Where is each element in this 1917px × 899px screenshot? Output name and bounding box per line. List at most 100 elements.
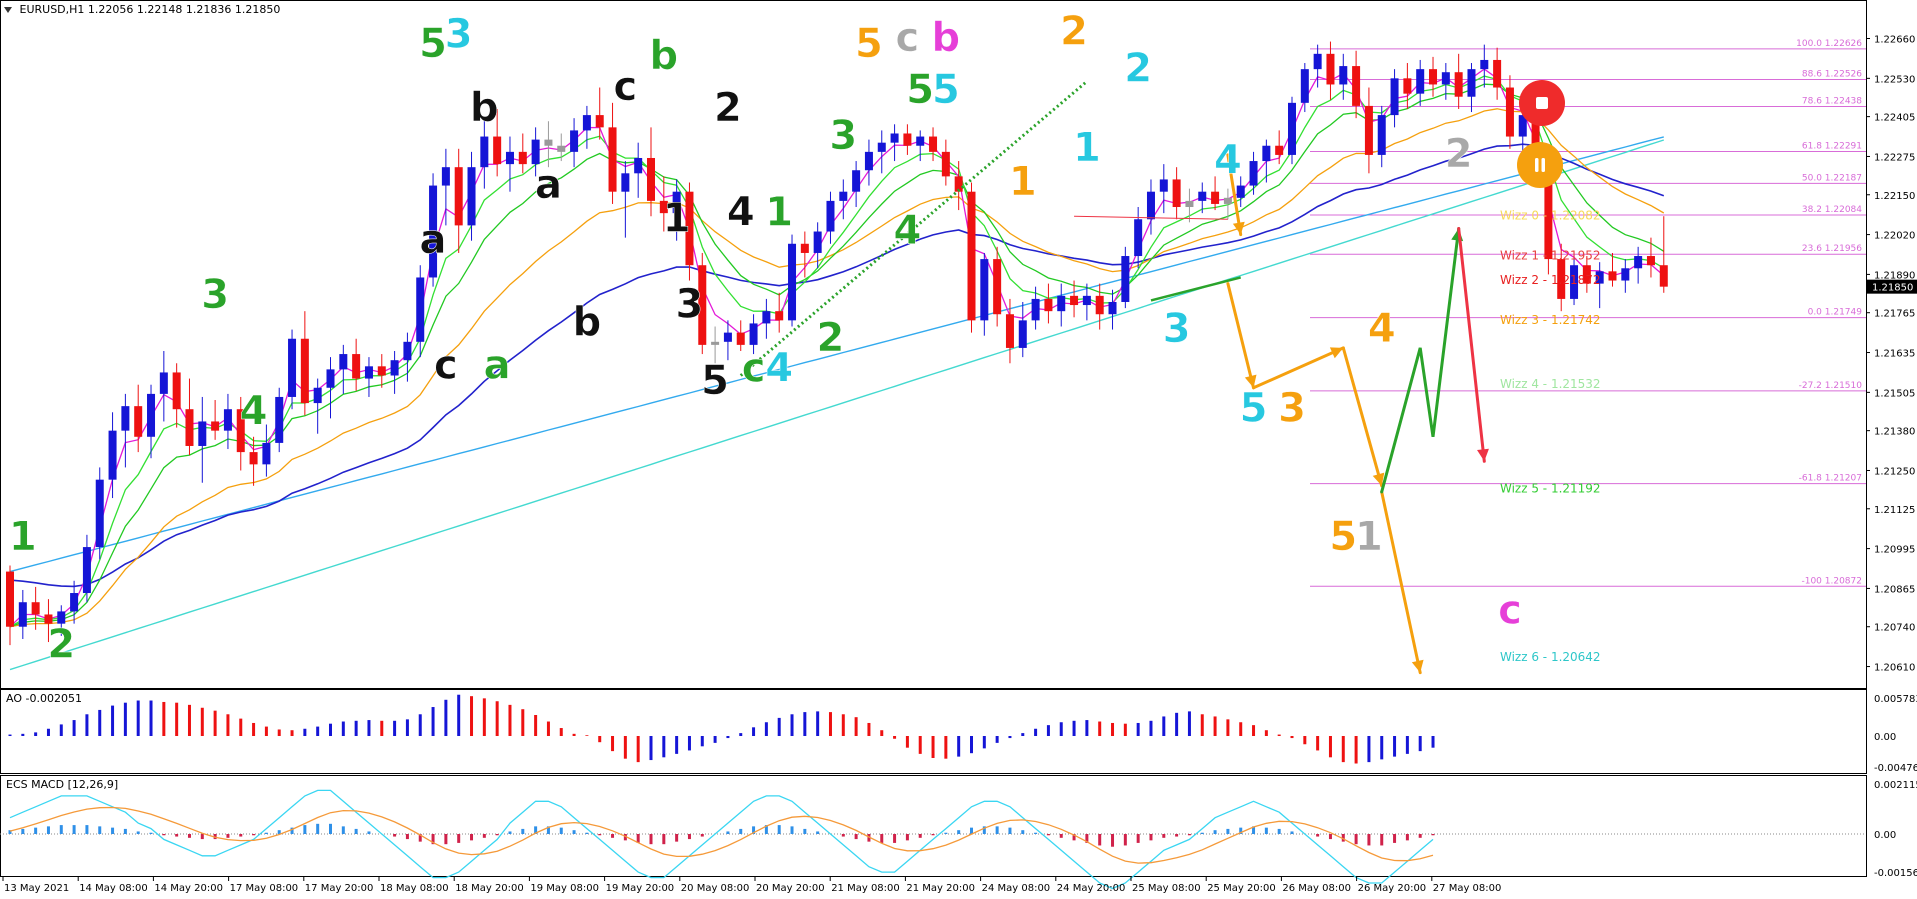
stop-button[interactable] [1519,80,1565,126]
candle-body [121,406,130,431]
candle-body [454,167,463,226]
candle-body [1018,320,1027,348]
candle-body [749,323,758,345]
wave-label: a [484,343,511,389]
wave-label: 4 [1368,306,1396,352]
macd-tick-label: 0.0021155 [1874,780,1917,791]
wave-label: 3 [201,272,229,318]
candle-body [1185,200,1194,208]
pause-icon [1535,158,1545,172]
time-tick-label: 17 May 20:00 [305,883,374,894]
candle-body [864,151,873,171]
fib-level-label: 88.6 1.22526 [1802,70,1862,80]
price-tick-label: 1.22530 [1874,74,1915,85]
ao-tick-label: 0.00 [1874,732,1896,743]
price-tick-label: 1.21250 [1874,466,1915,477]
sma-200-line [9,139,1665,671]
projection-arrow-path [1226,282,1255,390]
projection-arrow-head [1372,472,1385,486]
candle-body [134,406,143,437]
ao-panel-frame [0,689,1867,774]
ao-header: AO -0.002051 [6,692,82,705]
wave-label: c [614,64,638,110]
candle-body [275,396,284,443]
candle-body [198,421,207,446]
macd-signal-line [9,806,1434,864]
wave-label: 1 [1355,514,1383,560]
dropdown-triangle-icon [4,7,12,13]
wave-label: 5 [419,21,447,67]
candle-body [1121,256,1130,302]
time-tick-label: 19 May 08:00 [530,883,599,894]
wave-label: 3 [1163,306,1191,352]
projection-arrow-head [1477,448,1489,462]
candle-body [223,409,232,431]
price-tick-label: 1.20610 [1874,663,1915,674]
candle-body [1480,59,1489,70]
candle-body [480,136,489,168]
wave-label: 1 [1073,125,1101,171]
candle-body [685,191,694,266]
candle-body [70,593,79,612]
price-tick-label: 1.22405 [1874,113,1915,124]
projection-arrow-path [1380,490,1422,675]
time-tick-label: 24 May 08:00 [982,883,1051,894]
candle-body [1236,185,1245,198]
wave-label: 2 [1445,131,1473,177]
time-tick-label: 25 May 20:00 [1207,883,1276,894]
candle-body [980,259,989,321]
candle-body [1377,115,1386,155]
projection-arrow-head [1329,347,1344,359]
wave-label: b [932,15,961,61]
candle-body [1249,161,1258,186]
candle-body [557,145,566,152]
candle-body [1352,66,1361,106]
time-tick-label: 18 May 08:00 [380,883,449,894]
price-tick-label: 1.21765 [1874,309,1915,320]
candle-body [723,332,732,342]
wizz-target-label: Wizz 3 - 1.21742 [1500,313,1601,327]
projection-arrow-path [1341,346,1384,488]
candle-body [493,136,502,165]
candle-body [621,173,630,192]
candle-body [57,611,66,624]
time-tick-label: 14 May 20:00 [154,883,223,894]
wave-label: 2 [47,621,75,667]
candle-body [147,393,156,437]
wave-label: 4 [1214,137,1242,183]
pause-button[interactable] [1517,142,1563,188]
candle-body [31,602,40,615]
wave-label: 3 [1278,385,1306,431]
ema-3-line [9,68,1665,628]
fib-level-label: -100 1.20872 [1801,576,1862,586]
candle-body [993,259,1002,315]
candle-body [659,200,668,214]
candle-body [1621,268,1630,281]
wave-label: 2 [817,315,845,361]
projection-arrow-path [1380,227,1461,494]
candle-body [1082,295,1091,306]
candle-body [403,341,412,361]
price-tick-label: 1.20740 [1874,623,1915,634]
candle-body [1467,69,1476,97]
time-tick-label: 27 May 08:00 [1433,883,1502,894]
price-tick-label: 1.22150 [1874,191,1915,202]
wave-label: c [742,346,766,392]
time-tick-label: 20 May 20:00 [756,883,825,894]
candle-body [929,136,938,152]
time-tick-label: 17 May 08:00 [230,883,299,894]
candle-body [1518,115,1527,137]
candle-body [1595,271,1604,284]
candle-body [1146,191,1155,220]
time-tick-label: 13 May 2021 [4,883,69,894]
candle-body [1005,314,1014,348]
candle-body [1172,179,1181,208]
wave-label: 1 [9,514,37,560]
sma-50-line [9,143,1665,588]
candle-body [736,332,745,345]
price-tick-label: 1.21125 [1874,505,1915,516]
projection-arrow-path [1226,153,1243,237]
candle-body [185,409,194,446]
candle-body [1505,87,1514,137]
